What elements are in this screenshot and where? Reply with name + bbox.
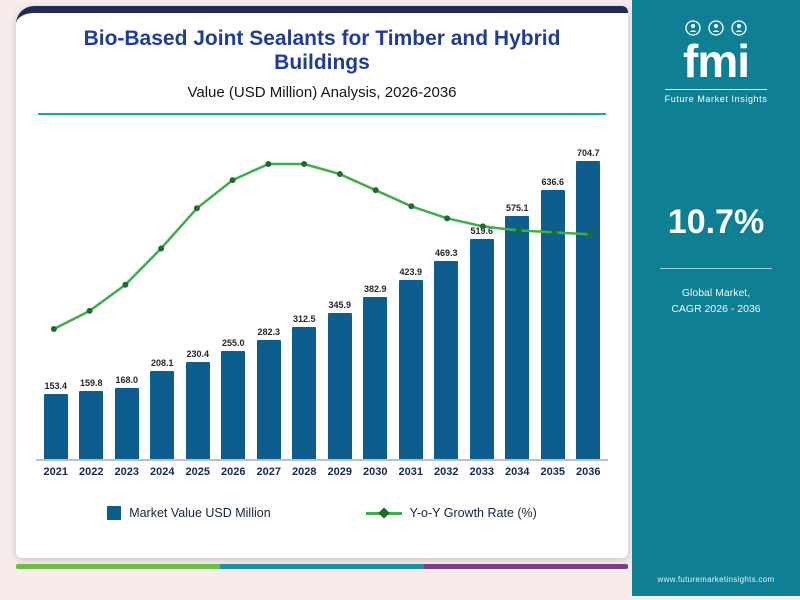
bar-value-label: 159.8 bbox=[79, 378, 103, 389]
bar-value-label: 382.9 bbox=[363, 284, 387, 295]
logo-caption: Future Market Insights bbox=[664, 89, 768, 104]
line-swatch-icon bbox=[365, 507, 402, 519]
year-label: 2036 bbox=[576, 466, 601, 478]
bar-value-label: 469.3 bbox=[434, 247, 458, 258]
bar-value-label: 230.4 bbox=[186, 348, 210, 359]
bar-column: 575.1 bbox=[500, 129, 536, 459]
year-label: 2032 bbox=[434, 466, 459, 478]
bar-column: 255.0 bbox=[216, 129, 252, 459]
bar-column: 423.9 bbox=[393, 129, 429, 459]
cagr-value: 10.7% bbox=[667, 203, 765, 241]
bar-swatch-icon bbox=[107, 506, 122, 520]
person-icon bbox=[731, 20, 747, 36]
year-label: 2030 bbox=[363, 466, 388, 478]
bar-column: 208.1 bbox=[145, 129, 181, 459]
x-axis-labels: 2021 2022 2023 2024 2025 2026 2027 2028 2029 2030… bbox=[36, 461, 608, 478]
legend-line-label: Y-o-Y Growth Rate (%) bbox=[409, 506, 537, 520]
bar-column: 159.8 bbox=[74, 129, 110, 459]
strip-segment bbox=[16, 564, 220, 569]
bar bbox=[114, 387, 139, 459]
bar bbox=[576, 161, 601, 459]
bar bbox=[150, 371, 175, 459]
chart-subtitle: Value (USD Million) Analysis, 2026-2036 bbox=[187, 84, 457, 101]
year-label: 2024 bbox=[150, 466, 175, 478]
legend-item-line: Y-o-Y Growth Rate (%) bbox=[365, 506, 537, 520]
bar-value-label: 423.9 bbox=[399, 266, 423, 277]
year-label: 2025 bbox=[185, 466, 210, 478]
bar bbox=[185, 361, 210, 459]
year-label: 2029 bbox=[327, 466, 352, 478]
logo-text: fmi bbox=[683, 35, 750, 87]
year-label: 2023 bbox=[114, 466, 139, 478]
bar-value-label: 153.4 bbox=[44, 381, 68, 392]
year-label: 2022 bbox=[79, 466, 104, 478]
year-label: 2031 bbox=[398, 466, 423, 478]
bar-value-label: 208.1 bbox=[150, 358, 174, 368]
bar-column: 636.6 bbox=[535, 129, 571, 459]
bar bbox=[43, 394, 68, 459]
bar-column: 345.9 bbox=[322, 129, 358, 459]
bars-plot: 153.4 159.8 168.0 208.1 230.4 255.0 282.3 312.5… bbox=[36, 131, 608, 461]
bar-value-label: 519.6 bbox=[470, 226, 494, 237]
website-url: www.futuremarketinsights.com bbox=[657, 575, 775, 584]
bar-value-label: 282.3 bbox=[257, 326, 281, 337]
teal-divider bbox=[38, 113, 606, 115]
bar bbox=[363, 297, 388, 459]
person-icon bbox=[685, 20, 701, 36]
bar-column: 519.6 bbox=[464, 129, 500, 459]
bar-column: 282.3 bbox=[251, 129, 287, 459]
bar-column: 230.4 bbox=[180, 129, 216, 459]
legend: Market Value USD Million Y-o-Y Growth Ra… bbox=[16, 506, 628, 520]
year-label: 2021 bbox=[43, 466, 68, 478]
bar bbox=[256, 339, 281, 459]
chart-card: Bio-Based Joint Sealants for Timber and … bbox=[16, 6, 628, 558]
person-icon bbox=[708, 20, 724, 36]
fmi-logo: fmi Future Market Insights bbox=[632, 20, 800, 107]
logo-icons bbox=[632, 20, 800, 36]
bar-value-label: 345.9 bbox=[328, 299, 352, 310]
year-label: 2033 bbox=[469, 466, 494, 478]
bar bbox=[398, 279, 423, 459]
legend-item-bars: Market Value USD Million bbox=[107, 506, 271, 520]
strip-segment bbox=[424, 564, 628, 569]
bar-column: 704.7 bbox=[571, 129, 607, 459]
bar-column: 168.0 bbox=[109, 129, 145, 459]
legend-bars-label: Market Value USD Million bbox=[129, 506, 271, 520]
bar-column: 469.3 bbox=[429, 129, 465, 459]
year-label: 2034 bbox=[505, 466, 530, 478]
bar-column: 312.5 bbox=[287, 129, 323, 459]
bar-value-label: 575.1 bbox=[505, 202, 529, 213]
brand-panel: fmi Future Market Insights 10.7% Global … bbox=[632, 0, 800, 596]
bar bbox=[505, 215, 530, 459]
year-label: 2028 bbox=[292, 466, 317, 478]
cagr-label: Global Market, CAGR 2026 - 2036 bbox=[632, 285, 800, 318]
year-label: 2026 bbox=[221, 466, 246, 478]
bar-column: 153.4 bbox=[38, 129, 74, 459]
panel-divider bbox=[660, 268, 772, 269]
bar bbox=[469, 239, 494, 459]
bar bbox=[434, 260, 459, 459]
cagr-label-line2: CAGR 2026 - 2036 bbox=[671, 303, 761, 316]
bar-value-label: 636.6 bbox=[541, 176, 565, 187]
bar bbox=[221, 351, 246, 459]
bar-value-label: 704.7 bbox=[576, 148, 600, 158]
footer-color-strip bbox=[16, 564, 628, 569]
bar-column: 382.9 bbox=[358, 129, 394, 459]
bar bbox=[79, 391, 104, 459]
bar-value-label: 312.5 bbox=[292, 313, 316, 324]
strip-segment bbox=[220, 564, 424, 569]
bar-value-label: 168.0 bbox=[115, 374, 139, 385]
year-label: 2027 bbox=[256, 466, 281, 478]
bar bbox=[540, 189, 565, 459]
chart-title: Bio-Based Joint Sealants for Timber and … bbox=[83, 27, 561, 74]
cagr-label-line1: Global Market, bbox=[681, 287, 751, 299]
chart-area: 153.4 159.8 168.0 208.1 230.4 255.0 282.3 312.5… bbox=[36, 131, 608, 478]
year-label: 2035 bbox=[540, 466, 565, 478]
bar bbox=[292, 326, 317, 459]
bar bbox=[327, 312, 352, 459]
bar-value-label: 255.0 bbox=[221, 338, 245, 349]
